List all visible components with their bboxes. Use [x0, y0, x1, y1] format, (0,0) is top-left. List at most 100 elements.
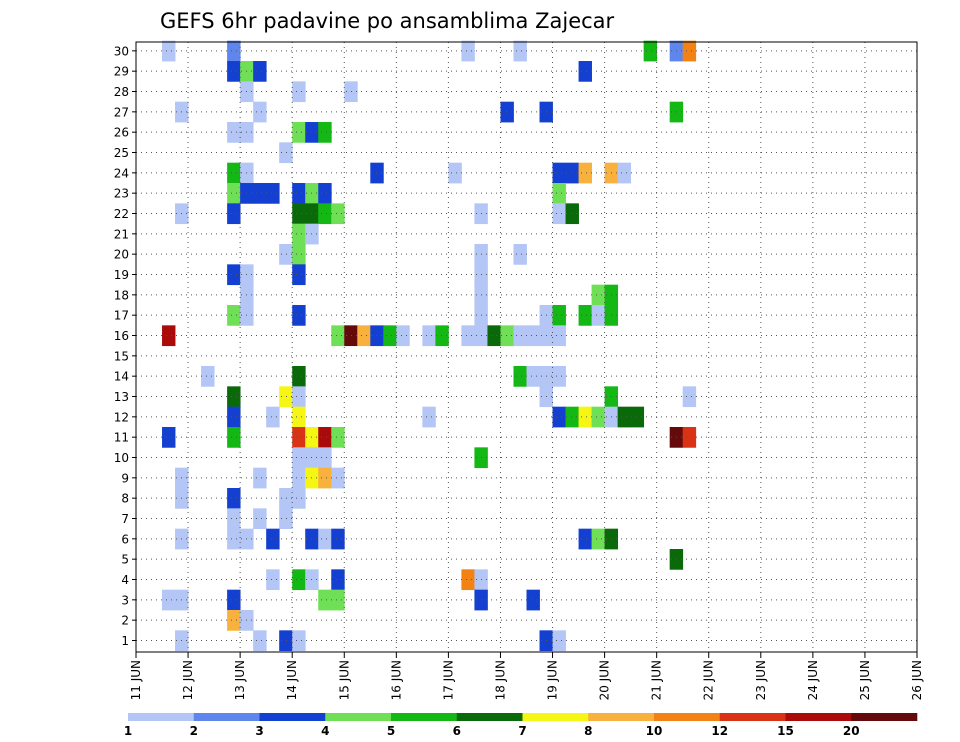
heatmap-cell	[617, 406, 632, 428]
heatmap-cell	[565, 203, 579, 225]
heatmap-cell	[617, 162, 632, 184]
y-tick-label: 11	[114, 431, 129, 445]
y-tick-label: 1	[121, 634, 129, 648]
heatmap-cell	[461, 569, 475, 591]
heatmap-cell	[591, 284, 605, 306]
heatmap-cell	[162, 427, 176, 448]
heatmap-cell	[552, 325, 566, 347]
y-tick-label: 5	[121, 553, 129, 567]
x-tick-label: 25 JUN	[858, 660, 872, 700]
legend-threshold-label: 12	[711, 724, 728, 738]
legend-swatch	[522, 713, 589, 721]
y-tick-label: 28	[114, 85, 129, 99]
heatmap-cell	[266, 528, 280, 550]
y-tick-label: 7	[121, 512, 129, 526]
heatmap-cell	[422, 406, 436, 428]
legend-swatch	[719, 713, 786, 721]
heatmap-cell	[552, 406, 566, 428]
heatmap-cell	[292, 305, 306, 326]
heatmap-cell	[162, 589, 176, 611]
heatmap-cell	[331, 325, 345, 347]
y-tick-label: 25	[114, 146, 129, 160]
y-tick-label: 18	[114, 288, 129, 302]
x-tick-label: 13 JUN	[233, 660, 247, 700]
legend-threshold-label: 2	[190, 724, 198, 738]
heatmap-cell	[227, 427, 241, 448]
legend-swatch	[851, 713, 918, 721]
heatmap-cell	[253, 630, 267, 652]
heatmap-cell	[344, 81, 358, 103]
heatmap-cell	[591, 528, 605, 550]
legend-swatch	[325, 713, 392, 721]
legend-swatch	[193, 713, 260, 721]
heatmap-cell	[500, 101, 514, 123]
heatmap-cell	[227, 40, 241, 62]
x-tick-label: 17 JUN	[441, 660, 455, 700]
heatmap-cell	[318, 528, 332, 550]
heatmap-cell	[331, 467, 345, 489]
heatmap-cell	[331, 427, 345, 448]
heatmap-cell	[201, 366, 215, 387]
y-tick-label: 27	[114, 105, 129, 119]
heatmap-cell	[422, 325, 436, 347]
chart-title: GEFS 6hr padavine po ansamblima Zajecar	[160, 9, 615, 33]
legend-swatch	[588, 713, 655, 721]
heatmap-cell	[266, 569, 280, 591]
y-tick-label: 12	[114, 410, 129, 424]
heatmap-cell	[318, 427, 332, 448]
heatmap-cell	[279, 386, 293, 408]
y-tick-label: 15	[114, 349, 129, 363]
heatmap-cell	[565, 406, 579, 428]
heatmap-cell	[292, 630, 306, 652]
heatmap-cell	[552, 366, 566, 387]
heatmap-cell	[578, 162, 592, 184]
heatmap-cell	[266, 406, 280, 428]
y-tick-label: 26	[114, 126, 129, 140]
y-tick-label: 6	[121, 532, 129, 546]
y-tick-label: 16	[114, 329, 129, 343]
x-tick-label: 18 JUN	[493, 660, 507, 700]
heatmap-cell	[253, 61, 267, 82]
heatmap-cell	[227, 122, 241, 143]
heatmap-cell	[344, 325, 358, 347]
heatmap-cell	[500, 325, 514, 347]
heatmap-cell	[253, 467, 267, 489]
heatmap-cell	[227, 488, 241, 509]
y-axis-labels: 1234567891011121314151617181920212223242…	[114, 44, 136, 648]
heatmap-cell	[682, 427, 697, 448]
heatmap-cell	[318, 122, 332, 143]
y-tick-label: 20	[114, 248, 129, 262]
grid-lines	[136, 42, 917, 652]
heatmap-cell	[292, 467, 306, 489]
heatmap-cell	[292, 406, 306, 428]
legend-swatch	[456, 713, 523, 721]
heatmap-cell	[227, 528, 241, 550]
x-tick-label: 22 JUN	[702, 660, 716, 700]
legend-swatch	[128, 713, 195, 721]
heatmap-cell	[396, 325, 410, 347]
heatmap-cell	[578, 305, 592, 326]
plot-frame	[135, 41, 918, 653]
y-tick-label: 14	[114, 370, 129, 384]
y-tick-label: 10	[114, 451, 129, 465]
x-tick-label: 19 JUN	[546, 660, 560, 700]
heatmap-cell	[591, 305, 605, 326]
heatmap-cell	[591, 406, 605, 428]
y-tick-label: 24	[114, 166, 129, 180]
heatmap-cell	[162, 40, 176, 62]
heatmap-cell	[357, 325, 371, 347]
legend-threshold-label: 7	[518, 724, 526, 738]
heatmap-cell	[292, 223, 306, 245]
heatmap-cell	[331, 589, 345, 611]
y-tick-label: 30	[114, 44, 129, 58]
heatmap-cell	[292, 244, 306, 265]
heatmap-cell	[227, 386, 241, 408]
heatmap-cell	[227, 162, 241, 184]
legend-swatch	[785, 713, 852, 721]
y-tick-label: 4	[121, 573, 129, 587]
heatmap-cell	[292, 264, 306, 286]
y-tick-label: 13	[114, 390, 129, 404]
heatmap-cell	[292, 447, 306, 469]
heatmap-cell	[253, 101, 267, 123]
heatmap-cell	[318, 183, 332, 204]
